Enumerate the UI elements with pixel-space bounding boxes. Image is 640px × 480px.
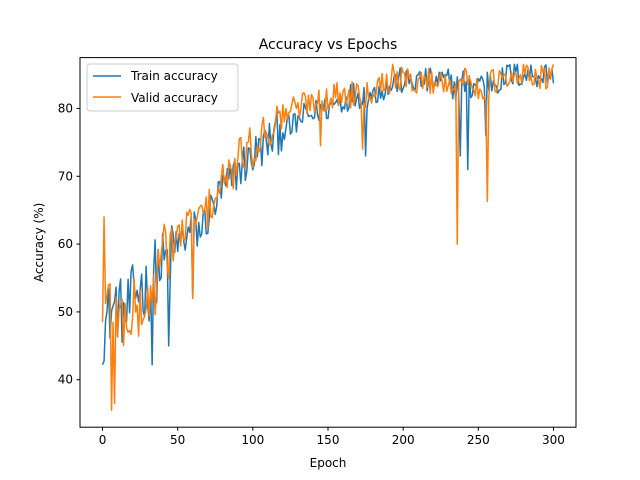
x-tick-label: 50 (170, 433, 185, 447)
x-axis-ticks: 0 50 100 150 200 250 300 (99, 427, 565, 447)
x-tick-label: 250 (467, 433, 490, 447)
y-axis-title: Accuracy (%) (32, 203, 46, 282)
y-tick-label: 40 (58, 373, 73, 387)
y-tick-label: 50 (58, 305, 73, 319)
x-tick-label: 100 (241, 433, 264, 447)
chart-title: Accuracy vs Epochs (259, 37, 398, 53)
x-tick-label: 200 (392, 433, 415, 447)
x-tick-label: 150 (317, 433, 340, 447)
y-tick-label: 70 (58, 169, 73, 183)
x-tick-label: 300 (542, 433, 565, 447)
x-axis-title: Epoch (310, 456, 347, 470)
legend-box (86, 63, 239, 112)
legend-label-valid: Valid accuracy (131, 91, 218, 105)
y-tick-label: 80 (58, 101, 73, 115)
series-line-train-accuracy (101, 63, 555, 366)
legend-label-train: Train accuracy (130, 69, 218, 83)
legend: Train accuracy Valid accuracy (86, 63, 239, 112)
plot-lines (101, 63, 555, 411)
y-tick-label: 60 (58, 237, 73, 251)
series-line-valid-accuracy (101, 63, 555, 411)
x-tick-label: 0 (99, 433, 107, 447)
y-axis-ticks: 40 50 60 70 80 (58, 101, 80, 387)
